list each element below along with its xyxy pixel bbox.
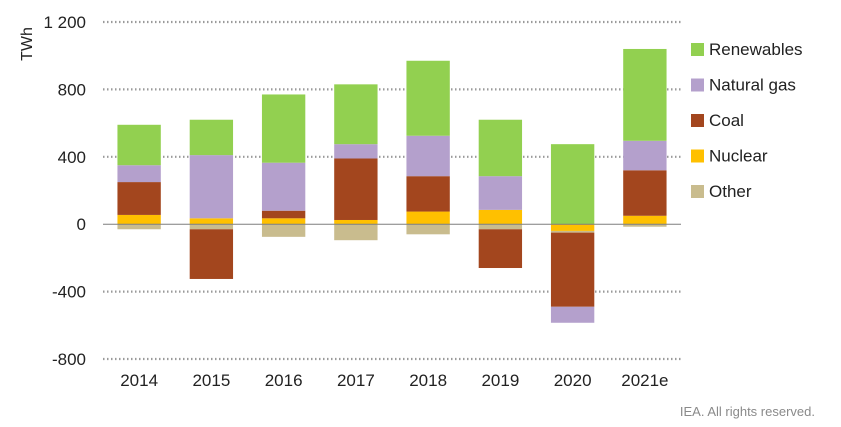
bar-segment (117, 165, 161, 183)
bar-segment (478, 229, 523, 269)
y-tick-label: 400 (58, 148, 86, 167)
bar-segment (261, 162, 306, 211)
bar-segment (117, 214, 161, 225)
legend-label: Other (709, 182, 752, 201)
bar-segment (406, 60, 450, 136)
bar-segment (478, 119, 523, 177)
bar-segment (550, 144, 595, 225)
bar-segment (550, 306, 595, 323)
legend-swatch (691, 114, 704, 127)
bar-segment (334, 224, 378, 241)
bar-segment (189, 224, 234, 230)
y-axis-ticks: -800 -400 0 400 800 1 200 (43, 13, 86, 369)
bar-segment (117, 182, 161, 215)
x-tick-label: 2014 (120, 371, 158, 390)
x-axis-ticks: 2014 2015 2016 2017 2018 2019 2020 2021e (120, 371, 668, 390)
x-tick-label: 2018 (409, 371, 447, 390)
y-tick-label: 800 (58, 80, 86, 99)
bars (117, 48, 667, 323)
legend-swatch (691, 78, 704, 92)
y-tick-label: 1 200 (43, 13, 86, 32)
legend-label: Renewables (709, 40, 803, 59)
bar-segment (623, 48, 667, 141)
bar-segment (623, 215, 667, 225)
bar-segment (406, 135, 450, 177)
bar-segment (261, 218, 306, 225)
bar-segment (334, 84, 378, 145)
bar-segment (189, 155, 234, 219)
x-tick-label: 2016 (265, 371, 303, 390)
bar-segment (334, 219, 378, 225)
x-tick-label: 2021e (621, 371, 668, 390)
legend-swatch (691, 185, 704, 198)
legend: Renewables Natural gas Coal Nuclear Other (691, 40, 803, 201)
y-axis-label: TWh (19, 27, 36, 61)
bar-segment (406, 211, 450, 225)
legend-swatch (691, 43, 704, 56)
bar-segment (189, 119, 234, 156)
y-tick-label: 0 (77, 215, 86, 234)
legend-label: Coal (709, 111, 744, 130)
bar-segment (334, 144, 378, 159)
bar-segment (334, 158, 378, 220)
bar-segment (478, 224, 523, 230)
legend-label: Natural gas (709, 76, 796, 95)
x-tick-label: 2017 (337, 371, 375, 390)
x-tick-label: 2020 (554, 371, 592, 390)
x-tick-label: 2015 (192, 371, 230, 390)
bar-segment (261, 94, 306, 163)
bar-segment (550, 224, 595, 231)
bar-segment (623, 224, 667, 227)
credit-text: IEA. All rights reserved. (679, 404, 815, 419)
legend-label: Nuclear (709, 147, 768, 166)
y-tick-label: -400 (52, 283, 86, 302)
bar-segment (189, 229, 234, 279)
x-tick-label: 2019 (481, 371, 519, 390)
bar-segment (117, 224, 161, 230)
bar-segment (478, 209, 523, 225)
bar-segment (261, 224, 306, 237)
bar-segment (623, 140, 667, 171)
bar-segment (550, 230, 595, 233)
bar-segment (117, 124, 161, 166)
bar-segment (478, 176, 523, 210)
y-tick-label: -800 (52, 350, 86, 369)
bar-segment (406, 176, 450, 212)
bar-segment (550, 232, 595, 307)
bar-segment (261, 210, 306, 219)
legend-swatch (691, 149, 704, 163)
bar-segment (623, 170, 667, 216)
bar-segment (189, 218, 234, 225)
bar-segment (406, 224, 450, 235)
